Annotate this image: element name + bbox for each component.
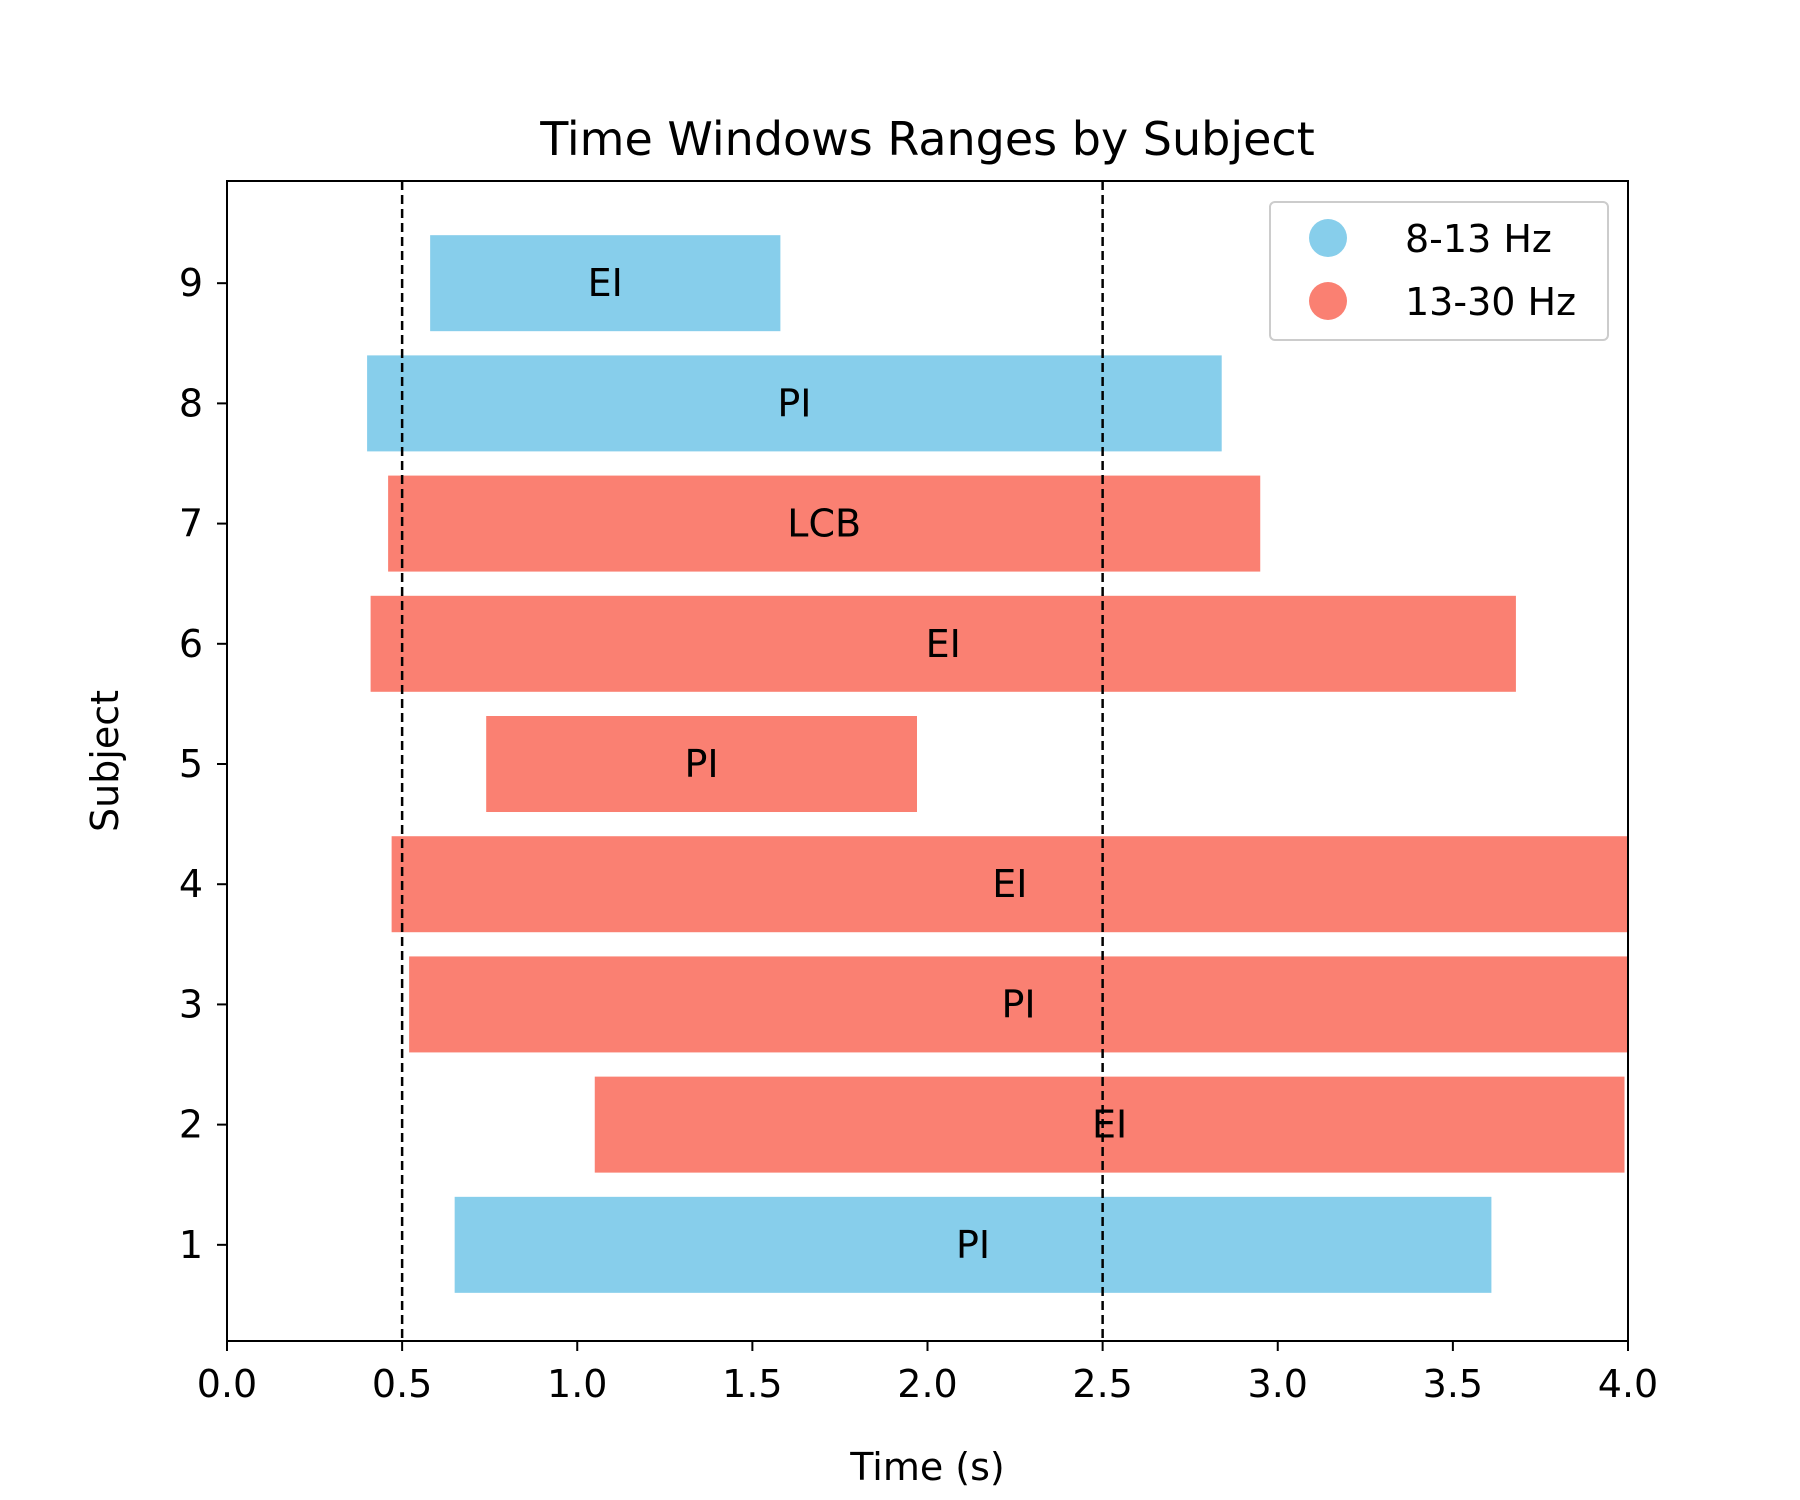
- x-tick-label: 0.0: [197, 1362, 257, 1406]
- y-tick-label: 9: [179, 261, 203, 305]
- y-axis-title: Subject: [83, 690, 127, 832]
- x-axis: 0.0 0.5 1.0 1.5 2.0 2.5 3.0 3.5 4.0: [197, 1341, 1658, 1406]
- x-tick-label: 3.0: [1248, 1362, 1308, 1406]
- bar-label-subject-7: LCB: [787, 502, 861, 546]
- bar-subject-9: [430, 235, 781, 332]
- x-tick-label: 4.0: [1598, 1362, 1658, 1406]
- x-tick-label: 2.0: [897, 1362, 957, 1406]
- bar-label-subject-5: PI: [685, 742, 719, 786]
- legend-marker-1: [1309, 282, 1347, 320]
- bar-label-subject-3: PI: [1002, 982, 1036, 1026]
- legend-label-0: 8-13 Hz: [1405, 217, 1552, 261]
- bar-subject-4: [391, 836, 1629, 933]
- bar-subject-3: [409, 956, 1628, 1053]
- y-tick-label: 4: [179, 862, 203, 906]
- y-axis: 1 2 3 4 5 6 7 8 9: [179, 261, 227, 1267]
- bar-subject-6: [370, 595, 1516, 692]
- x-tick-label: 2.5: [1072, 1362, 1132, 1406]
- legend-label-1: 13-30 Hz: [1405, 280, 1576, 324]
- bar-label-subject-9: EI: [588, 261, 623, 305]
- x-tick-label: 0.5: [372, 1362, 432, 1406]
- bar-subject-7: [388, 475, 1261, 572]
- y-tick-label: 5: [179, 742, 203, 786]
- legend-marker-0: [1309, 219, 1347, 257]
- bars-layer: PI EI PI EI PI EI LCB PI EI: [367, 235, 1629, 1293]
- bar-label-subject-2: EI: [1092, 1103, 1127, 1147]
- reference-lines: [400, 181, 1104, 1341]
- bar-label-subject-8: PI: [777, 381, 811, 425]
- bar-subject-8: [367, 355, 1222, 452]
- legend-box: [1269, 201, 1609, 341]
- x-tick-label: 1.5: [722, 1362, 782, 1406]
- bar-subject-2: [594, 1076, 1625, 1173]
- bar-label-subject-4: EI: [992, 862, 1027, 906]
- x-tick-label: 1.0: [547, 1362, 607, 1406]
- y-tick-label: 7: [179, 502, 203, 546]
- legend: 8-13 Hz 13-30 Hz: [1269, 201, 1609, 341]
- y-tick-label: 3: [179, 982, 203, 1026]
- chart-title: Time Windows Ranges by Subject: [539, 112, 1315, 166]
- bar-label-subject-6: EI: [926, 622, 961, 666]
- bar-subject-1: [454, 1196, 1492, 1293]
- bar-subject-5: [486, 716, 917, 813]
- bar-label-subject-1: PI: [956, 1223, 990, 1267]
- y-tick-label: 8: [179, 381, 203, 425]
- y-tick-label: 2: [179, 1103, 203, 1147]
- x-axis-title: Time (s): [849, 1445, 1005, 1489]
- x-tick-label: 3.5: [1423, 1362, 1483, 1406]
- y-tick-label: 1: [179, 1223, 203, 1267]
- y-tick-label: 6: [179, 622, 203, 666]
